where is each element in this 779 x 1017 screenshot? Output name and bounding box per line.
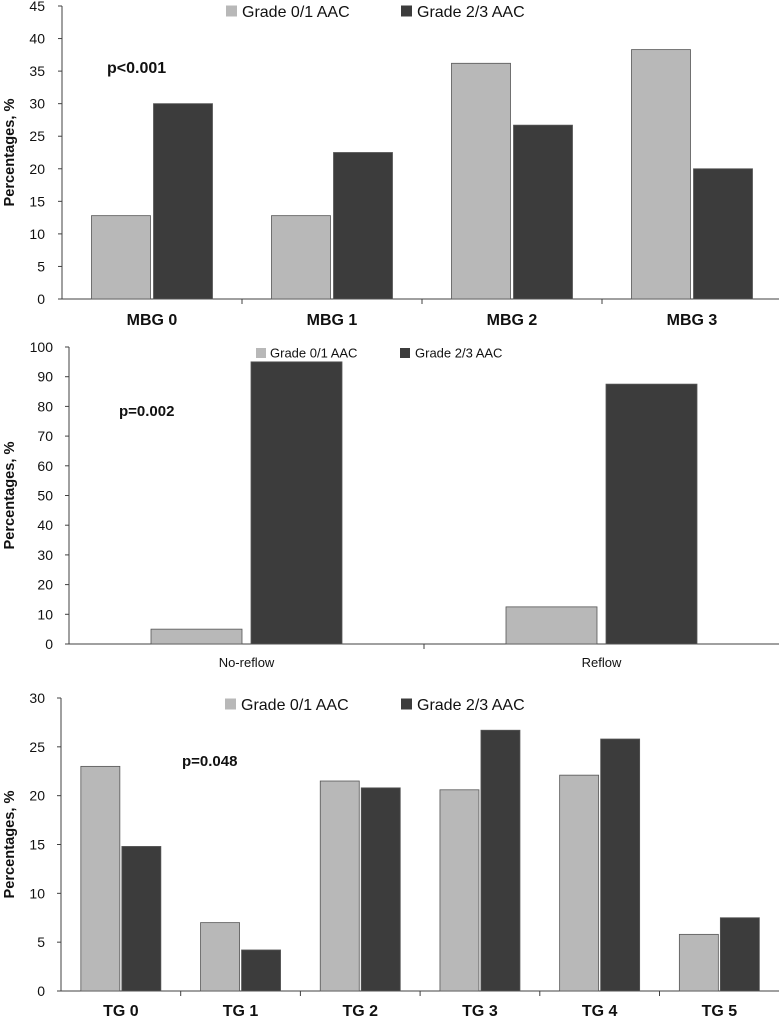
y-tick-label: 30 <box>29 690 45 706</box>
bar-grade-0-1-tg-1 <box>200 922 240 992</box>
category-label: TG 0 <box>103 1003 139 1017</box>
bar-grade-2-3-tg-2 <box>360 787 401 992</box>
y-tick-label: 50 <box>37 488 53 504</box>
legend-label: Grade 0/1 AAC <box>270 346 357 361</box>
category-label: MBG 0 <box>127 312 178 329</box>
chart-panel-1: 0 5 10 15 20 25 30 35 40 45 Percentages, % MBG 0 MBG… <box>1 0 779 329</box>
y-axis-title: Percentages, % <box>1 99 18 207</box>
bar-grade-2-3-reflow <box>605 383 698 645</box>
legend-swatch <box>401 5 412 17</box>
legend-label: Grade 2/3 AAC <box>417 697 525 714</box>
y-tick-label: 40 <box>29 31 45 47</box>
category-label: Reflow <box>582 655 622 670</box>
bar-grade-0-1-reflow <box>505 606 598 645</box>
bar-grade-0-1-mbg-2 <box>451 62 511 300</box>
y-tick-label: 10 <box>37 606 53 622</box>
bar-grade-0-1-tg-0 <box>80 765 121 992</box>
y-tick-label: 60 <box>37 458 53 474</box>
legend-swatch <box>225 698 236 710</box>
y-tick-label: 70 <box>37 428 53 444</box>
y-tick-label: 35 <box>29 63 45 79</box>
category-label: TG 5 <box>702 1003 738 1017</box>
bar-grade-2-3-mbg-2 <box>513 124 573 300</box>
category-label: TG 2 <box>342 1003 378 1017</box>
p-value-annotation: p=0.048 <box>182 753 237 770</box>
y-tick-label: 10 <box>29 885 45 901</box>
p-value-annotation: p=0.002 <box>119 403 174 420</box>
y-tick-label: 0 <box>45 636 53 652</box>
legend-label: Grade 2/3 AAC <box>417 4 525 21</box>
category-label: TG 3 <box>462 1003 498 1017</box>
bar-grade-2-3-mbg-3 <box>693 168 753 300</box>
legend-swatch <box>226 5 237 17</box>
bar-grade-2-3-mbg-0 <box>153 103 213 300</box>
y-axis-title: Percentages, % <box>1 791 18 899</box>
y-tick-label: 45 <box>29 0 45 14</box>
chart-panel-3: 0 5 10 15 20 25 30 Percentages, % TG 0 TG 1 TG 2 TG… <box>1 690 779 1017</box>
legend-swatch <box>400 348 410 358</box>
y-tick-label: 30 <box>37 547 53 563</box>
legend-label: Grade 0/1 AAC <box>242 4 350 21</box>
category-label: MBG 1 <box>307 312 358 329</box>
legend-swatch <box>256 348 266 358</box>
bar-grade-0-1-mbg-3 <box>631 49 691 300</box>
y-tick-label: 20 <box>37 577 53 593</box>
y-tick-label: 15 <box>29 193 45 209</box>
y-tick-label: 20 <box>29 161 45 177</box>
y-tick-label: 100 <box>30 339 54 355</box>
y-tick-label: 5 <box>37 934 45 950</box>
y-tick-label: 25 <box>29 128 45 144</box>
category-label: TG 1 <box>223 1003 259 1017</box>
bar-grade-0-1-tg-5 <box>678 933 719 992</box>
bar-grade-2-3-tg-1 <box>241 949 281 992</box>
y-tick-label: 10 <box>29 226 45 242</box>
bar-grade-0-1-no-reflow <box>150 628 243 645</box>
legend-label: Grade 0/1 AAC <box>241 697 349 714</box>
legend-swatch <box>401 698 412 710</box>
y-tick-label: 90 <box>37 369 53 385</box>
y-tick-label: 15 <box>29 837 45 853</box>
chart-panel-2: 0 10 20 30 40 50 60 70 80 90 100 Percentages, % No-r… <box>1 339 779 670</box>
y-tick-label: 20 <box>29 788 45 804</box>
bar-grade-0-1-mbg-0 <box>91 215 151 300</box>
y-tick-label: 0 <box>37 291 45 307</box>
y-tick-label: 25 <box>29 739 45 755</box>
y-axis-title: Percentages, % <box>1 442 18 550</box>
y-tick-label: 40 <box>37 517 53 533</box>
category-label: TG 4 <box>582 1003 618 1017</box>
y-tick-label: 80 <box>37 398 53 414</box>
y-tick-label: 30 <box>29 96 45 112</box>
category-label: MBG 3 <box>667 312 718 329</box>
bar-grade-2-3-no-reflow <box>250 361 343 645</box>
category-label: No-reflow <box>219 655 275 670</box>
bar-grade-2-3-tg-5 <box>719 917 760 992</box>
bar-grade-0-1-tg-3 <box>439 789 480 992</box>
bar-grade-2-3-tg-4 <box>600 738 641 992</box>
bar-grade-0-1-tg-4 <box>559 774 600 992</box>
category-label: MBG 2 <box>487 312 538 329</box>
bar-grade-2-3-mbg-1 <box>333 152 393 300</box>
bar-grade-0-1-tg-2 <box>319 780 360 992</box>
legend-label: Grade 2/3 AAC <box>415 346 502 361</box>
bar-grade-2-3-tg-0 <box>121 846 162 992</box>
y-tick-label: 0 <box>37 983 45 999</box>
y-tick-label: 5 <box>37 258 45 274</box>
p-value-annotation: p<0.001 <box>107 60 166 77</box>
bar-grade-2-3-tg-3 <box>480 729 521 992</box>
bar-grade-0-1-mbg-1 <box>271 215 331 300</box>
